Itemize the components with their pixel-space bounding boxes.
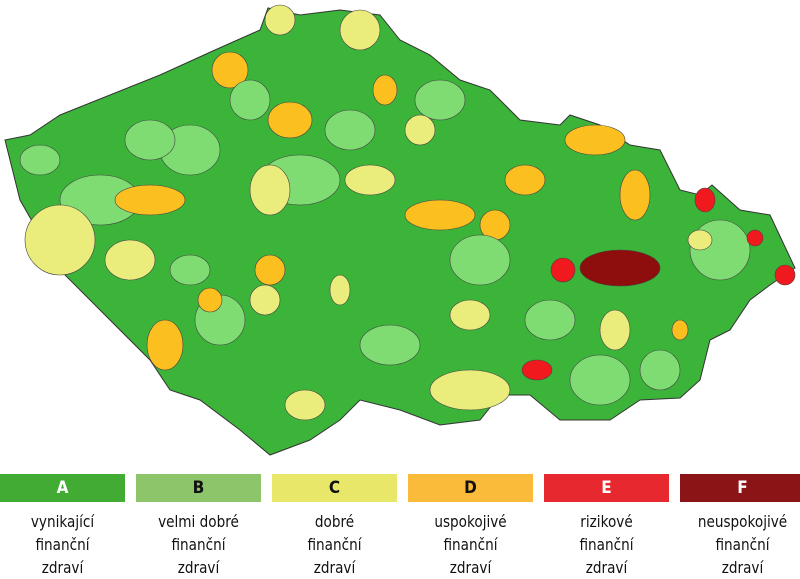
legend-item-B: B velmi dobré finanční zdraví xyxy=(136,474,261,579)
district-grade-C xyxy=(104,239,156,281)
district-grade-C xyxy=(449,299,491,331)
district-grade-C xyxy=(344,164,396,196)
desc-line: zdraví xyxy=(449,558,492,577)
district-grade-D xyxy=(404,199,476,231)
legend-item-E: E rizikové finanční zdraví xyxy=(544,474,669,579)
district-grade-C xyxy=(599,309,631,351)
district-grade-B xyxy=(639,349,681,391)
desc-line: finanční xyxy=(171,535,226,554)
district-grade-C xyxy=(249,164,291,216)
district-grade-B xyxy=(19,144,61,176)
district-grade-B xyxy=(324,109,376,151)
grade-swatch: E xyxy=(544,474,669,502)
district-grade-D xyxy=(504,164,546,196)
district-grade-E xyxy=(521,359,553,381)
district-grade-E xyxy=(746,229,764,247)
district-grade-B xyxy=(124,119,176,161)
district-grade-D xyxy=(619,169,651,221)
desc-line: zdraví xyxy=(721,558,764,577)
legend-item-F: F neuspokojivé finanční zdraví xyxy=(680,474,800,579)
grade-description: velmi dobré finanční zdraví xyxy=(145,510,251,579)
desc-line: finanční xyxy=(579,535,634,554)
desc-line: finanční xyxy=(35,535,90,554)
legend: A vynikající finanční zdraví B velmi dobré f… xyxy=(0,474,800,578)
desc-line: neuspokojivé xyxy=(697,512,788,531)
district-grade-C xyxy=(249,284,281,316)
district-grade-B xyxy=(229,79,271,121)
grade-description: neuspokojivé finanční zdraví xyxy=(689,510,795,579)
district-grade-D xyxy=(372,74,398,106)
grade-swatch: C xyxy=(272,474,397,502)
district-grade-F xyxy=(579,249,661,287)
district-grade-C xyxy=(429,369,511,411)
grade-description: dobré finanční zdraví xyxy=(281,510,387,579)
legend-item-A: A vynikající finanční zdraví xyxy=(0,474,125,579)
desc-line: finanční xyxy=(307,535,362,554)
district-grade-E xyxy=(550,257,576,283)
grade-description: uspokojivé finanční zdraví xyxy=(417,510,523,579)
grade-swatch: B xyxy=(136,474,261,502)
district-grade-B xyxy=(169,254,211,286)
district-grade-B xyxy=(414,79,466,121)
district-grade-B xyxy=(524,299,576,341)
district-grade-E xyxy=(694,187,716,213)
district-grade-D xyxy=(146,319,184,371)
district-grade-B xyxy=(569,354,631,406)
grade-swatch: F xyxy=(680,474,800,502)
desc-line: zdraví xyxy=(313,558,356,577)
desc-line: finanční xyxy=(715,535,770,554)
desc-line: finanční xyxy=(443,535,498,554)
grade-description: vynikající finanční zdraví xyxy=(9,510,115,579)
district-grade-C xyxy=(24,204,96,276)
district-grade-C xyxy=(404,114,436,146)
desc-line: velmi dobré xyxy=(158,512,239,531)
district-grade-D xyxy=(267,101,313,139)
grade-swatch: A xyxy=(0,474,125,502)
desc-line: zdraví xyxy=(177,558,220,577)
desc-line: rizikové xyxy=(580,512,633,531)
district-grade-D xyxy=(211,51,249,89)
district-grade-C xyxy=(264,4,296,36)
desc-line: dobré xyxy=(314,512,355,531)
district-grade-C xyxy=(284,389,326,421)
legend-item-D: D uspokojivé finanční zdraví xyxy=(408,474,533,579)
district-grade-D xyxy=(197,287,223,313)
legend-item-C: C dobré finanční zdraví xyxy=(272,474,397,579)
desc-line: uspokojivé xyxy=(434,512,507,531)
district-grade-D xyxy=(254,254,286,286)
district-grade-D xyxy=(114,184,186,216)
district-grade-D xyxy=(671,319,689,341)
desc-line: vynikající xyxy=(30,512,95,531)
district-grade-C xyxy=(329,274,351,306)
district-grade-C xyxy=(687,229,713,251)
district-grade-D xyxy=(564,124,626,156)
district-grade-C xyxy=(339,9,381,51)
district-grade-B xyxy=(449,234,511,286)
grade-description: rizikové finanční zdraví xyxy=(553,510,659,579)
czech-districts-map xyxy=(4,4,796,456)
country-outline xyxy=(4,7,796,456)
district-grade-B xyxy=(359,324,421,366)
district-grade-E xyxy=(774,264,796,286)
desc-line: zdraví xyxy=(41,558,84,577)
grade-swatch: D xyxy=(408,474,533,502)
desc-line: zdraví xyxy=(585,558,628,577)
